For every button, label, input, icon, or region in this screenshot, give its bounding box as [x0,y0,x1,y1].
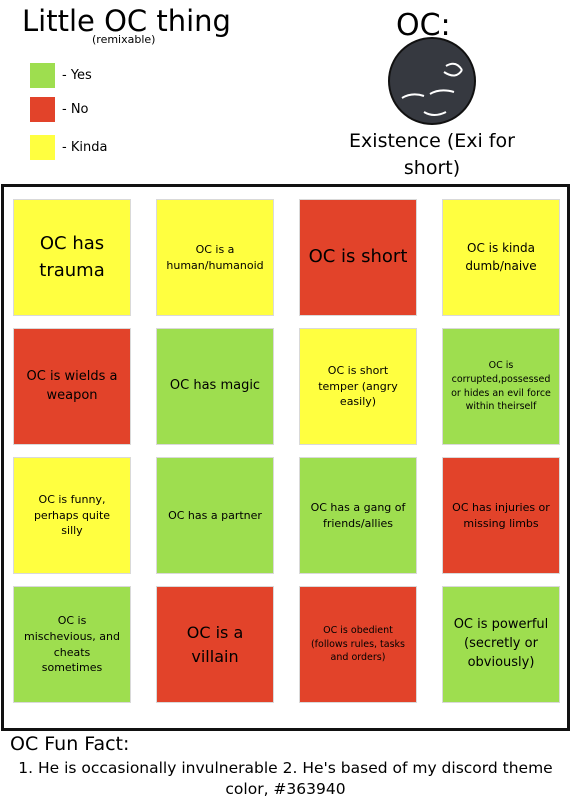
legend-swatch [30,97,55,122]
cell-text: OC has trauma [39,233,105,281]
subtitle: (remixable) [92,33,156,46]
eye [443,62,463,77]
cell: OC has trauma [13,199,131,316]
cell-text: OC is obedient (follows rules, tasks and… [310,624,406,664]
title: Little OC thing [22,4,231,38]
board [1,184,570,731]
cell-text: OC has a gang of friends/allies [310,500,406,530]
cell-text: OC is kinda dumb/naive [465,241,537,273]
cell-text: OC is a villain [186,623,244,666]
legend-label: - Kinda [62,140,108,155]
legend-label: - No [62,102,89,117]
cell: OC is a human/humanoid [156,199,274,316]
legend-label: - Yes [62,68,92,83]
cell-text: OC is corrupted,possessed or hides an ev… [451,359,551,413]
cell: OC is kinda dumb/naive [442,199,560,316]
cell-text: OC has magic [169,378,261,394]
fun-fact-title: OC Fun Fact: [10,733,130,755]
fun-fact-text: 1. He is occasionally invulnerable 2. He… [18,759,553,798]
cell-text: OC is mischevious, and cheats sometimes [24,613,120,675]
cell: OC has magic [156,328,274,445]
oc-label: OC: [396,8,451,43]
cell: OC is powerful (secretly or obviously) [442,586,560,703]
cell: OC is a villain [156,586,274,703]
oc-name: Existence (Exi for short) [349,130,515,179]
cell: OC has a partner [156,457,274,574]
cell: OC is funny, perhaps quite silly [13,457,131,574]
cell: OC has a gang of friends/allies [299,457,417,574]
avatar-circle [388,37,476,125]
cell-text: OC is short [308,246,408,268]
cell: OC is short [299,199,417,316]
face [401,89,455,116]
legend-swatch [30,63,55,88]
cell-text: OC is wields a weapon [26,368,118,403]
cell-text: OC is a human/humanoid [166,242,264,272]
cell: OC is wields a weapon [13,328,131,445]
cell: OC has injuries or missing limbs [442,457,560,574]
cell: OC is corrupted,possessed or hides an ev… [442,328,560,445]
cell: OC is obedient (follows rules, tasks and… [299,586,417,703]
cell-text: OC has injuries or missing limbs [452,500,550,530]
cell-text: OC is funny, perhaps quite silly [33,492,111,538]
cell-text: OC is powerful (secretly or obviously) [453,617,549,670]
cell: OC is short temper (angry easily) [299,328,417,445]
cell-text: OC has a partner [168,508,262,522]
legend-swatch [30,135,55,160]
avatar [388,37,476,125]
cell: OC is mischevious, and cheats sometimes [13,586,131,703]
cell-text: OC is short temper (angry easily) [318,363,398,409]
